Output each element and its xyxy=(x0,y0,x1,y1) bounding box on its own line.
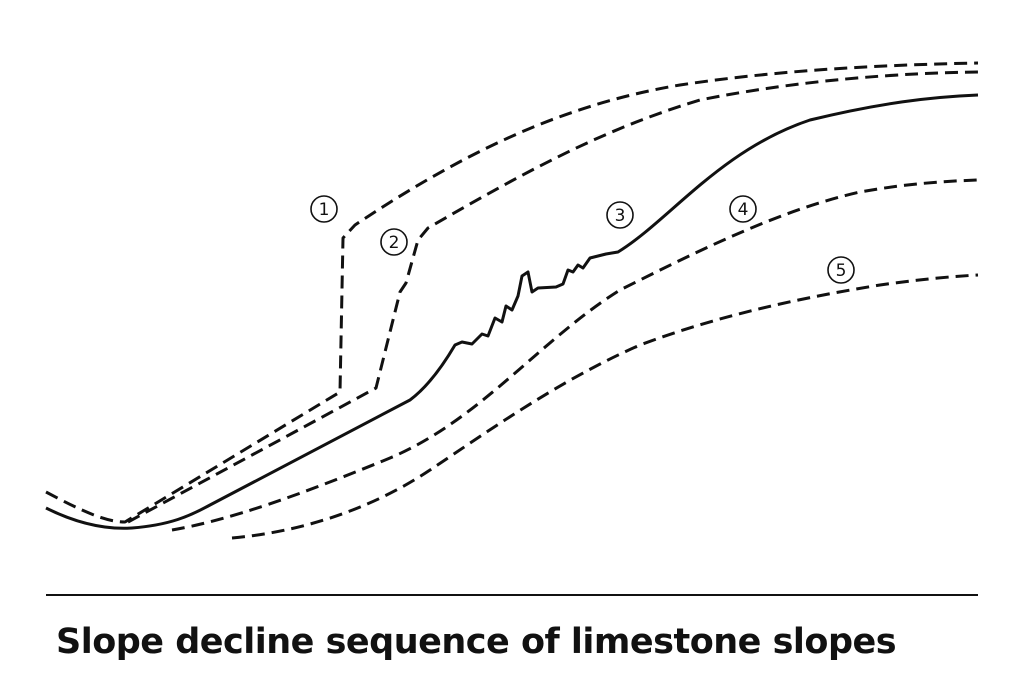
figure-caption: Slope decline sequence of limestone slop… xyxy=(56,622,897,662)
stage-marker-4: 4 xyxy=(729,195,757,223)
stage-marker-4-label: 4 xyxy=(738,200,749,220)
stage-marker-3-label: 3 xyxy=(615,206,626,226)
slope-profile-stage-4 xyxy=(171,178,979,532)
slope-profile-stage-2 xyxy=(127,70,979,524)
stage-marker-4-ring xyxy=(729,195,757,223)
stage-marker-5-ring xyxy=(827,256,855,284)
stage-marker-2-label: 2 xyxy=(389,233,400,253)
stage-marker-2-ring xyxy=(380,228,408,256)
slope-profile-diagram: 1 2 3 4 5 xyxy=(45,61,979,596)
stage-marker-3: 3 xyxy=(606,201,634,229)
stage-marker-2: 2 xyxy=(380,228,408,256)
stage-marker-5: 5 xyxy=(827,256,855,284)
stage-marker-3-ring xyxy=(606,201,634,229)
stage-marker-1-label: 1 xyxy=(319,200,330,220)
stage-marker-1-ring xyxy=(310,195,338,223)
slope-profile-stage-5 xyxy=(231,273,979,540)
stage-marker-1: 1 xyxy=(310,195,338,223)
stage-marker-5-label: 5 xyxy=(836,261,847,281)
slope-profile-stage-1 xyxy=(45,61,979,524)
slope-profile-stage-3 xyxy=(45,93,979,530)
